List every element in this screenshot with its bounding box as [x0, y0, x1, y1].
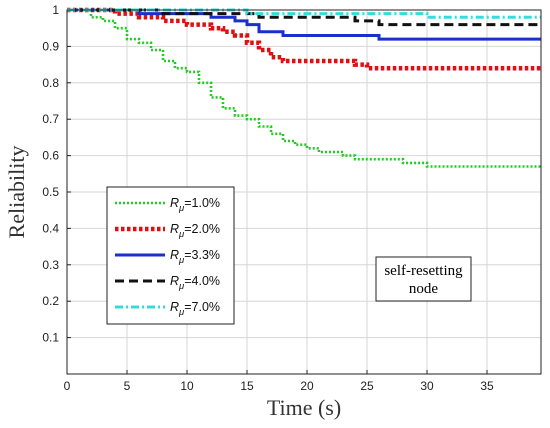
x-tick-label: 20: [300, 379, 314, 393]
y-tick-label: 0.4: [42, 221, 59, 235]
y-tick-label: 0.1: [42, 331, 59, 345]
legend-label-4: Rμ=4.0%: [170, 274, 220, 292]
y-tick-label: 0.3: [42, 258, 59, 272]
series-lines: [67, 7, 541, 168]
x-tick-label: 5: [124, 379, 131, 393]
x-axis-label: Time (s): [267, 395, 341, 420]
legend-label-5: Rμ=7.0%: [170, 300, 220, 318]
x-tick-label: 35: [480, 379, 494, 393]
y-tick-label: 1: [52, 3, 59, 17]
y-tick-label: 0.6: [42, 149, 59, 163]
x-tick-label: 30: [420, 379, 434, 393]
annotation-text-line: self-resetting: [384, 263, 463, 279]
series-line-1: [67, 8, 541, 168]
y-tick-label: 0.2: [42, 294, 59, 308]
legend-label-3: Rμ=3.3%: [170, 248, 220, 266]
series-line-2: [67, 7, 541, 71]
x-tick-label: 15: [240, 379, 254, 393]
legend-box: [106, 186, 235, 325]
y-tick-label: 0.5: [42, 185, 59, 199]
annotation-frame: [375, 256, 472, 302]
legend-label-1: Rμ=1.0%: [170, 196, 220, 214]
legend: Rμ=1.0% Rμ=2.0% Rμ=3.3% Rμ=4.0% Rμ=7.0%: [106, 186, 235, 325]
x-tick-label: 10: [180, 379, 194, 393]
legend-label-2: Rμ=2.0%: [170, 222, 220, 240]
series-line-4: [67, 8, 541, 27]
x-tick-label: 0: [64, 379, 71, 393]
y-tick-label: 0.9: [42, 39, 59, 53]
y-tick-label: 0.8: [42, 76, 59, 90]
y-axis-label: Reliability: [4, 146, 29, 239]
axis-ticks: 0 5 10 15 20 25 30 35 0.1 0.2 0.3 0.4 0.5 0.6 0.7 0.8 0.…: [42, 3, 494, 393]
y-tick-label: 0.7: [42, 112, 59, 126]
annotation-box: self-resetting node: [375, 256, 472, 302]
x-tick-label: 25: [360, 379, 374, 393]
annotation-text-line: node: [409, 281, 439, 297]
